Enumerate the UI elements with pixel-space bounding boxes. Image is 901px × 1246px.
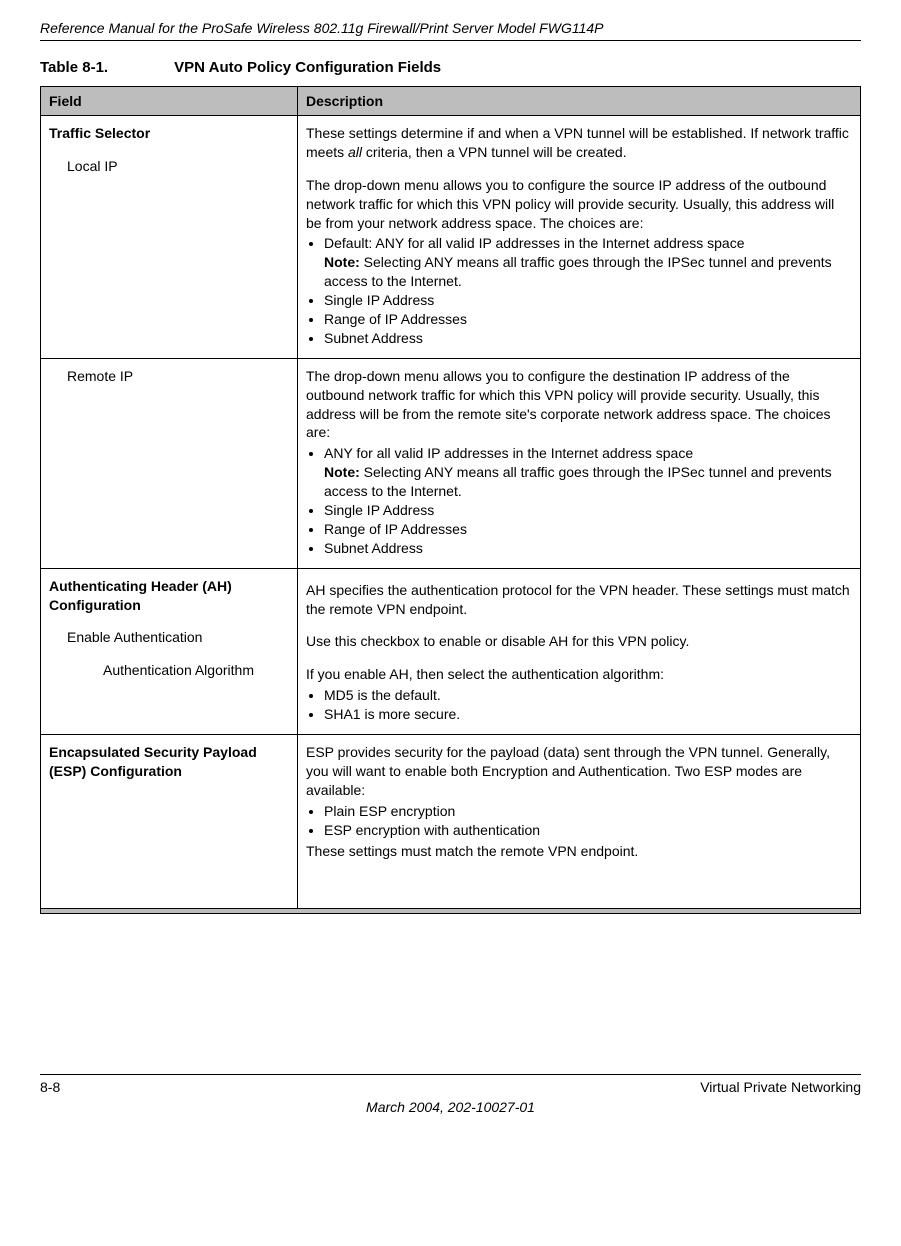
bullet-text: ANY for all valid IP addresses in the In… <box>324 445 693 461</box>
table-row: Traffic Selector Local IP These settings… <box>41 116 861 359</box>
table-row: Authenticating Header (AH) Configuration… <box>41 568 861 734</box>
bullet-list: ANY for all valid IP addresses in the In… <box>306 444 852 557</box>
field-heading: Encapsulated Security Payload (ESP) Conf… <box>49 744 257 779</box>
list-item: Subnet Address <box>324 329 852 348</box>
spacer <box>306 651 852 665</box>
list-item: Subnet Address <box>324 539 852 558</box>
footer-dateline: March 2004, 202-10027-01 <box>40 1099 861 1115</box>
table-caption: Table 8-1. VPN Auto Policy Configuration… <box>40 59 861 76</box>
spacer <box>306 860 852 900</box>
desc-text: ESP provides security for the payload (d… <box>306 743 852 800</box>
bullet-list: Default: ANY for all valid IP addresses … <box>306 234 852 347</box>
field-sub2: Authentication Algorithm <box>49 661 289 680</box>
section-name: Virtual Private Networking <box>700 1079 861 1095</box>
desc-text: The drop-down menu allows you to configu… <box>306 176 852 233</box>
list-item: MD5 is the default. <box>324 686 852 705</box>
desc-cell: AH specifies the authentication protocol… <box>298 568 861 734</box>
note-label: Note: <box>324 464 360 480</box>
spacer <box>49 143 289 157</box>
desc-text: These settings must match the remote VPN… <box>306 842 852 861</box>
desc-text: AH specifies the authentication protocol… <box>306 581 852 619</box>
bullet-text: Default: ANY for all valid IP addresses … <box>324 235 745 251</box>
field-heading: Authenticating Header (AH) Configuration <box>49 578 232 613</box>
page-number: 8-8 <box>40 1079 60 1095</box>
col-description: Description <box>298 87 861 116</box>
field-sub: Remote IP <box>49 367 289 386</box>
list-item: Range of IP Addresses <box>324 310 852 329</box>
desc-cell: ESP provides security for the payload (d… <box>298 735 861 909</box>
running-header: Reference Manual for the ProSafe Wireles… <box>40 20 861 36</box>
field-sub: Local IP <box>49 157 289 176</box>
field-cell: Remote IP <box>41 358 298 568</box>
top-rule <box>40 40 861 41</box>
bullet-list: MD5 is the default. SHA1 is more secure. <box>306 686 852 724</box>
list-item: Single IP Address <box>324 291 852 310</box>
field-cell: Encapsulated Security Payload (ESP) Conf… <box>41 735 298 909</box>
footer-block: 8-8 Virtual Private Networking March 200… <box>40 1074 861 1115</box>
field-heading: Traffic Selector <box>49 125 150 141</box>
bottom-rule <box>40 1074 861 1075</box>
list-item: Single IP Address <box>324 501 852 520</box>
config-table: Field Description Traffic Selector Local… <box>40 86 861 909</box>
spacer <box>49 647 289 661</box>
field-cell: Authenticating Header (AH) Configuration… <box>41 568 298 734</box>
list-item: ESP encryption with authentication <box>324 821 852 840</box>
note-label: Note: <box>324 254 360 270</box>
desc-text: Use this checkbox to enable or disable A… <box>306 632 852 651</box>
col-field: Field <box>41 87 298 116</box>
table-number: Table 8-1. <box>40 59 170 76</box>
field-cell: Traffic Selector Local IP <box>41 116 298 359</box>
table-header-row: Field Description <box>41 87 861 116</box>
bullet-list: Plain ESP encryption ESP encryption with… <box>306 802 852 840</box>
note-text: Selecting ANY means all traffic goes thr… <box>324 254 832 289</box>
table-title: VPN Auto Policy Configuration Fields <box>174 59 441 76</box>
desc-text: If you enable AH, then select the authen… <box>306 665 852 684</box>
list-item: Plain ESP encryption <box>324 802 852 821</box>
table-row: Remote IP The drop-down menu allows you … <box>41 358 861 568</box>
desc-cell: The drop-down menu allows you to configu… <box>298 358 861 568</box>
list-item: Default: ANY for all valid IP addresses … <box>324 234 852 291</box>
list-item: SHA1 is more secure. <box>324 705 852 724</box>
spacer <box>306 618 852 632</box>
page: Reference Manual for the ProSafe Wireles… <box>0 0 901 1145</box>
desc-text-ital: all <box>348 144 362 160</box>
list-item: ANY for all valid IP addresses in the In… <box>324 444 852 501</box>
list-item: Range of IP Addresses <box>324 520 852 539</box>
table-bottom-bar <box>40 909 861 914</box>
note-text: Selecting ANY means all traffic goes thr… <box>324 464 832 499</box>
desc-text: criteria, then a VPN tunnel will be crea… <box>362 144 627 160</box>
footer-line: 8-8 Virtual Private Networking <box>40 1079 861 1095</box>
spacer <box>49 614 289 628</box>
table-row: Encapsulated Security Payload (ESP) Conf… <box>41 735 861 909</box>
desc-cell: These settings determine if and when a V… <box>298 116 861 359</box>
desc-text: The drop-down menu allows you to configu… <box>306 367 852 443</box>
spacer <box>306 162 852 176</box>
field-sub: Enable Authentication <box>49 628 289 647</box>
